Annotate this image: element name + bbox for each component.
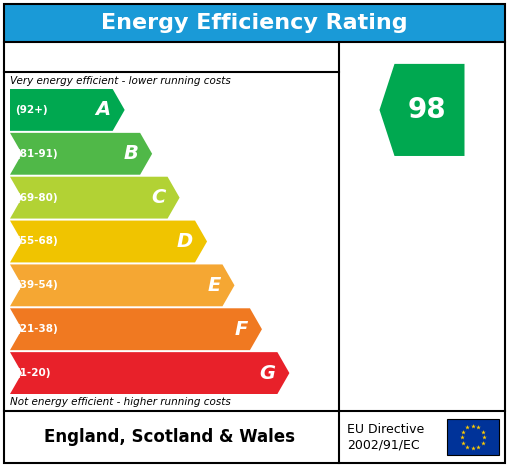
Text: (1-20): (1-20) [15, 368, 50, 378]
Text: (81-91): (81-91) [15, 149, 58, 159]
Text: D: D [177, 232, 193, 251]
Text: B: B [123, 144, 138, 163]
Text: F: F [235, 320, 248, 339]
Polygon shape [380, 64, 465, 156]
Text: Not energy efficient - higher running costs: Not energy efficient - higher running co… [10, 397, 231, 407]
Text: C: C [151, 188, 165, 207]
Text: (21-38): (21-38) [15, 324, 58, 334]
Polygon shape [10, 308, 262, 350]
Polygon shape [10, 220, 207, 262]
Polygon shape [10, 352, 290, 394]
Bar [4, 4, 505, 42]
Text: Very energy efficient - lower running costs: Very energy efficient - lower running co… [10, 76, 231, 86]
Text: G: G [260, 364, 275, 382]
Text: Energy Efficiency Rating: Energy Efficiency Rating [101, 13, 408, 33]
Polygon shape [10, 177, 180, 219]
Text: (39-54): (39-54) [15, 280, 58, 290]
Polygon shape [10, 133, 152, 175]
Text: (69-80): (69-80) [15, 193, 58, 203]
Text: E: E [207, 276, 220, 295]
Text: England, Scotland & Wales: England, Scotland & Wales [44, 428, 295, 446]
Polygon shape [10, 264, 235, 306]
Text: EU Directive
2002/91/EC: EU Directive 2002/91/EC [347, 423, 424, 451]
Text: (92+): (92+) [15, 105, 48, 115]
Text: 98: 98 [408, 96, 446, 124]
Text: (55-68): (55-68) [15, 236, 58, 247]
Polygon shape [10, 89, 125, 131]
Text: A: A [96, 100, 110, 120]
Bar [447, 419, 499, 455]
